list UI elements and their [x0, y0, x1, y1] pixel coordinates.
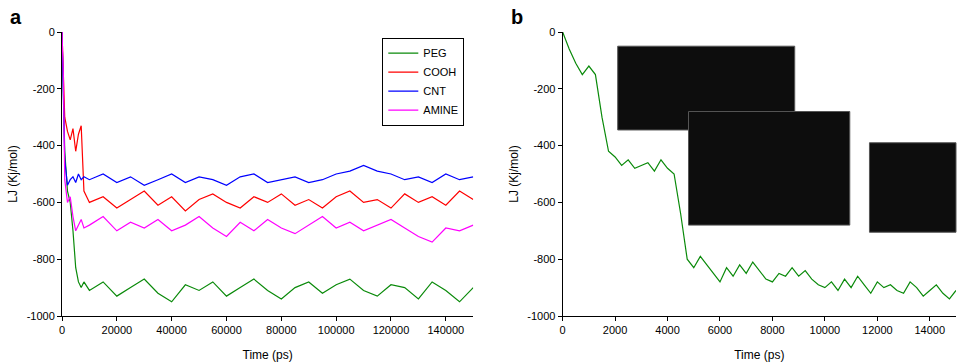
svg-text:-200: -200 [33, 83, 55, 95]
svg-text:Time (ps): Time (ps) [734, 348, 784, 362]
svg-text:-600: -600 [33, 196, 55, 208]
svg-text:-400: -400 [533, 139, 555, 151]
svg-text:8000: 8000 [760, 324, 784, 336]
svg-text:0: 0 [59, 324, 65, 336]
svg-text:6000: 6000 [708, 324, 732, 336]
svg-text:COOH: COOH [423, 66, 456, 78]
svg-text:-400: -400 [33, 139, 55, 151]
svg-text:40000: 40000 [156, 324, 187, 336]
svg-text:60000: 60000 [211, 324, 242, 336]
svg-text:14000: 14000 [914, 324, 945, 336]
svg-text:LJ (Kj/mol): LJ (Kj/mol) [507, 145, 521, 202]
svg-text:12000: 12000 [862, 324, 893, 336]
svg-text:120000: 120000 [373, 324, 410, 336]
svg-text:a: a [10, 6, 22, 28]
svg-text:-1000: -1000 [27, 310, 55, 322]
svg-text:0: 0 [49, 26, 55, 38]
svg-text:-200: -200 [533, 83, 555, 95]
svg-text:-800: -800 [33, 253, 55, 265]
svg-text:CNT: CNT [423, 85, 446, 97]
svg-text:80000: 80000 [266, 324, 297, 336]
svg-text:0: 0 [560, 324, 566, 336]
svg-text:Time (ps): Time (ps) [243, 348, 293, 362]
svg-text:PEG: PEG [423, 47, 446, 59]
svg-text:-800: -800 [533, 253, 555, 265]
svg-text:2000: 2000 [603, 324, 627, 336]
svg-text:0: 0 [549, 26, 555, 38]
svg-text:-600: -600 [533, 196, 555, 208]
svg-text:100000: 100000 [318, 324, 355, 336]
svg-text:LJ (Kj/mol): LJ (Kj/mol) [6, 145, 20, 202]
svg-text:b: b [511, 6, 523, 28]
svg-text:140000: 140000 [427, 324, 464, 336]
svg-text:AMINE: AMINE [423, 104, 458, 116]
svg-text:-1000: -1000 [527, 310, 555, 322]
svg-text:20000: 20000 [102, 324, 133, 336]
svg-text:4000: 4000 [655, 324, 679, 336]
svg-text:10000: 10000 [810, 324, 841, 336]
